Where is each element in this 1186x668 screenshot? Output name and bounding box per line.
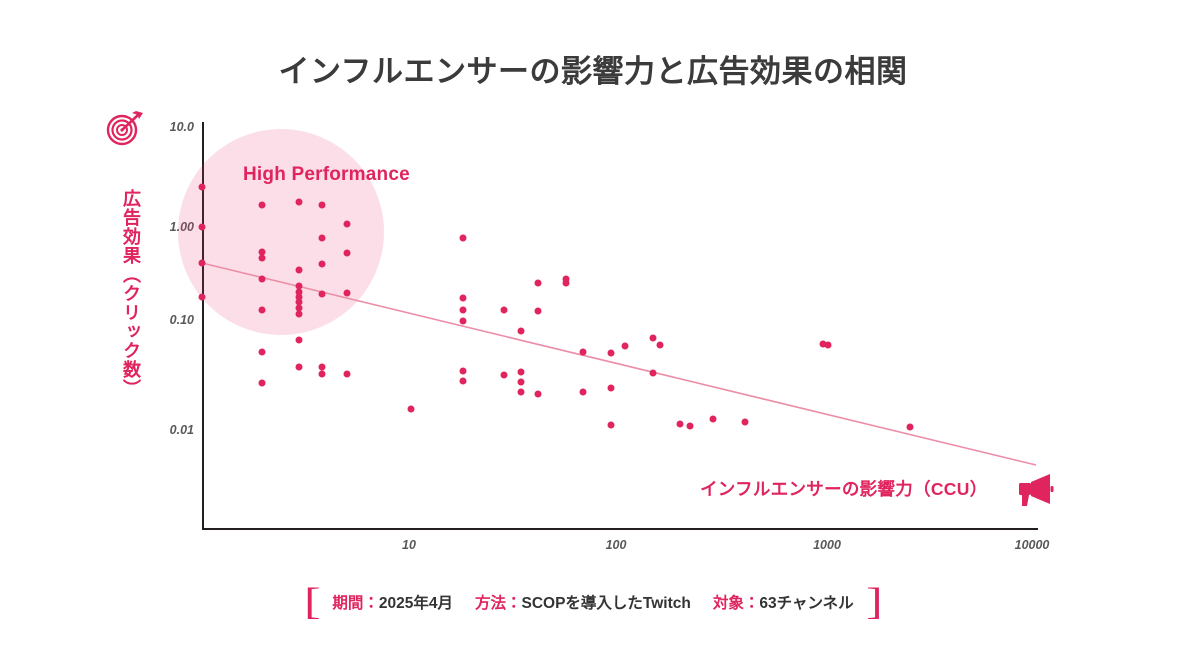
scatter-point [534,307,542,315]
x-tick-label: 10 [402,538,416,552]
scatter-point [459,234,467,242]
scatter-point [686,422,694,430]
scatter-point [459,377,467,385]
footer-item-key: 方法： [474,595,522,613]
target-dart-icon [105,108,145,148]
y-tick-label: 1.00 [169,220,194,234]
scatter-point [649,369,657,377]
scatter-point [579,348,587,356]
high-performance-zone [178,129,384,335]
footer-item-value: 2025年4月 [378,595,453,613]
scatter-point [459,306,467,314]
scatter-point [318,363,326,371]
x-axis-title: インフルエンサーの影響力（CCU） [700,479,988,499]
scatter-point [709,415,717,423]
x-axis-line [202,528,1038,530]
x-tick-label: 100 [605,538,627,552]
scatter-point [318,201,326,209]
scatter-point [819,340,827,348]
scatter-point [258,248,266,256]
y-tick-label: 0.10 [169,313,194,327]
x-tick-label: 1000 [813,538,841,552]
footer-item-key: 対象： [712,595,760,613]
footer-item-value: 63チャンネル [759,595,854,613]
scatter-point [343,249,351,257]
scatter-point [343,289,351,297]
y-axis-line [202,122,204,530]
scatter-point [258,201,266,209]
scatter-point [649,334,657,342]
footer-item-period: 期間：2025年4月 [332,591,453,613]
scatter-point [607,349,615,357]
y-axis-title: 広告効果（クリック数） [121,188,141,398]
bracket-open: [ [303,581,321,623]
scatter-point [295,282,303,290]
page-title: インフルエンサーの影響力と広告効果の相関 [278,54,908,89]
scatter-point [676,420,684,428]
scatter-point [621,342,629,350]
footer-item-value: SCOPを導入したTwitch [521,595,691,613]
scatter-point [343,370,351,378]
scatter-point [258,275,266,283]
scatter-point [295,288,303,296]
scatter-point [318,290,326,298]
y-tick-label: 10.0 [169,120,194,134]
footer-item-target: 対象：63チャンネル [713,591,854,613]
scatter-point [534,279,542,287]
scatter-point [741,418,749,426]
scatter-point [517,378,525,386]
scatter-point [534,390,542,398]
x-tick-label: 10000 [1014,538,1050,552]
scatter-point [517,327,525,335]
scatter-point [258,306,266,314]
footer-item-key: 期間： [332,595,379,613]
scatter-point [906,423,914,431]
scatter-point [295,266,303,274]
scatter-point [459,294,467,302]
scatter-point [295,198,303,206]
bracket-close: ] [865,581,883,623]
scatter-point [500,371,508,379]
scatter-point [318,234,326,242]
scatter-point [295,310,303,318]
scatter-point [258,379,266,387]
scatter-point [607,421,615,429]
trend-line [201,262,1037,466]
high-performance-label: High Performance [243,164,410,185]
scatter-point [579,388,587,396]
scatter-point [318,260,326,268]
scatter-point [295,293,303,301]
scatter-point [562,275,570,283]
scatter-point [459,367,467,375]
scatter-point [343,220,351,228]
scatter-point [318,370,326,378]
footer-items: 期間：2025年4月 方法：SCOPを導入したTwitch 対象：63チャンネル [332,591,853,613]
scatter-point [517,368,525,376]
scatter-point [562,279,570,287]
scatter-point [500,306,508,314]
scatter-point [459,317,467,325]
scatter-point [607,384,615,392]
scatter-point [824,341,832,349]
scatter-point [295,304,303,312]
scatter-point [258,254,266,262]
scatter-point [295,336,303,344]
footer-item-method: 方法：SCOPを導入したTwitch [475,591,691,613]
scatter-points [198,183,914,431]
scatter-point [656,341,664,349]
scatter-point [407,405,415,413]
scatter-point [258,348,266,356]
megaphone-icon [1014,470,1058,510]
scatter-point [295,363,303,371]
footer-note: [ 期間：2025年4月 方法：SCOPを導入したTwitch 対象：63チャン… [0,581,1186,623]
scatter-point [517,388,525,396]
y-tick-label: 0.01 [169,423,194,437]
scatter-point [295,298,303,306]
